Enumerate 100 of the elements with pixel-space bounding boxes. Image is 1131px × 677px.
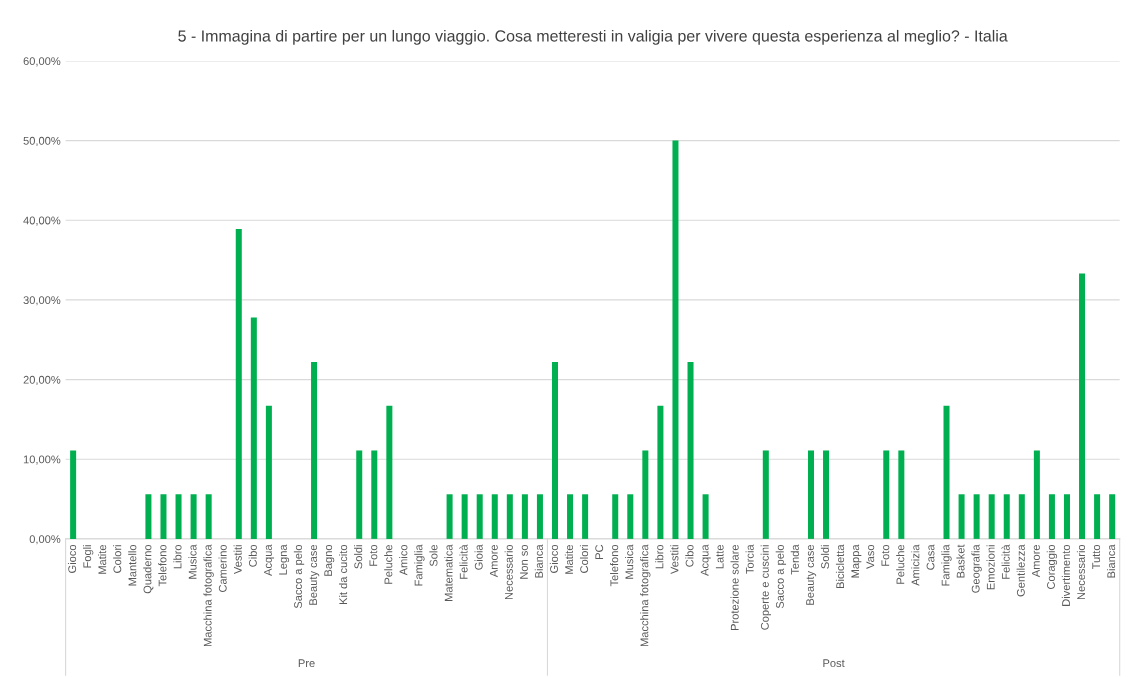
y-tick-label: 40,00%	[23, 216, 61, 226]
y-tick-label: 10,00%	[23, 455, 61, 465]
bar	[1094, 494, 1101, 539]
bar	[988, 494, 995, 539]
bar	[311, 362, 318, 539]
x-tick-label: Telefono	[158, 544, 167, 587]
x-tick-label: Telefono	[610, 544, 619, 587]
bar	[1079, 273, 1086, 539]
bar	[582, 494, 589, 539]
x-tick-label: Amicizia	[911, 544, 920, 586]
x-tick-label: Acqua	[264, 544, 275, 576]
bar	[521, 494, 528, 539]
x-tick-label: Fogli	[83, 545, 94, 568]
x-tick-label: Casa	[926, 544, 935, 570]
y-tick-label: 20,00%	[23, 375, 61, 386]
x-tick-label: Macchina fotografica	[203, 544, 214, 647]
bar	[687, 362, 694, 539]
x-tick-label: Kit da cucito	[339, 544, 348, 605]
bar	[265, 405, 272, 539]
x-tick-label: Libro	[173, 544, 182, 569]
bar	[1018, 494, 1025, 539]
bar	[883, 450, 890, 539]
x-tick-label: Gentilezza	[1016, 544, 1025, 597]
x-tick-label: Coperte e cuscini	[760, 545, 771, 630]
x-tick-label: Amico	[399, 544, 408, 576]
x-tick-label: Macchina fotografica	[640, 544, 651, 647]
bar	[657, 405, 664, 539]
x-tick-label: Libro	[655, 544, 664, 569]
bar	[958, 494, 965, 539]
x-tick-label: Cibo	[685, 544, 694, 567]
x-tick-label: Amore	[1032, 544, 1040, 578]
x-tick-label: Matite	[98, 544, 107, 574]
bar	[551, 362, 559, 539]
x-tick-label: Latte	[715, 544, 724, 569]
x-tick-label: Famiglia	[414, 544, 425, 586]
bar	[70, 450, 77, 539]
y-tick-label: 0,00%	[29, 535, 61, 545]
x-tick-label: Felicità	[459, 544, 468, 579]
x-tick-label: Necessario	[1076, 544, 1086, 600]
x-tick-label: Bianca	[1106, 544, 1116, 578]
bar	[1048, 494, 1055, 539]
bar	[627, 494, 634, 539]
x-tick-label: Vestiti	[233, 545, 242, 575]
x-tick-label: Torcia	[745, 544, 754, 574]
x-tick-label: Basket	[956, 544, 965, 578]
x-tick-label: Bicicletta	[835, 544, 845, 588]
x-tick-label: Beauty case	[806, 544, 817, 605]
x-tick-label: Camerino	[218, 544, 227, 593]
bar	[491, 494, 498, 539]
x-tick-label: Bianca	[534, 544, 543, 578]
x-tick-label: Quaderno	[143, 544, 154, 594]
bar	[702, 494, 709, 539]
bar	[898, 450, 905, 539]
bar	[567, 494, 574, 539]
x-tick-label: Peluche	[384, 544, 393, 584]
bar	[160, 494, 167, 539]
x-tick-label: Non so	[520, 544, 528, 579]
bar	[672, 140, 679, 539]
x-tick-label: Gioco	[67, 544, 77, 573]
x-tick-label: Geografia	[971, 544, 982, 593]
bar	[536, 494, 543, 539]
x-tick-label: Sacco a pelo	[775, 544, 787, 609]
bar	[476, 494, 483, 539]
x-tick-label: Mantello	[128, 544, 137, 586]
bar	[1033, 450, 1040, 539]
x-tick-label: Mappa	[851, 544, 862, 578]
bar	[1109, 494, 1116, 539]
bar	[642, 450, 649, 539]
x-tick-label: Tenda	[790, 544, 799, 575]
x-tick-label: Tutto	[1092, 544, 1101, 570]
bar	[1063, 494, 1070, 539]
x-tick-label: Soldi	[354, 545, 363, 569]
y-tick-label: 50,00%	[23, 136, 61, 147]
x-tick-label: Felicità	[1001, 544, 1010, 579]
x-tick-label: Vestiti	[670, 545, 679, 575]
x-tick-label: Emozioni	[986, 545, 995, 590]
x-tick-label: Divertimento	[1061, 544, 1070, 606]
text: Post	[823, 659, 845, 668]
bar	[250, 317, 257, 539]
x-tick-label: Necessario	[504, 544, 513, 600]
bar	[145, 494, 152, 539]
bar	[823, 450, 830, 539]
x-tick-label: Beauty case	[309, 544, 320, 605]
x-tick-label: Musica	[625, 544, 634, 579]
x-tick-label: Amore	[489, 544, 498, 578]
x-tick-label: Protezione solare	[730, 544, 739, 630]
x-tick-label: Colori	[113, 545, 122, 573]
bar	[205, 494, 212, 539]
bar	[386, 405, 393, 539]
x-tick-label: Cibo	[248, 544, 257, 567]
x-tick-label: Sacco a pelo	[293, 544, 305, 609]
x-tick-label: Famiglia	[941, 544, 952, 586]
x-tick-label: Gioco	[549, 544, 558, 573]
x-tick-label: Sole	[429, 544, 438, 567]
x-tick-label: Foto	[369, 544, 378, 566]
x-tick-label: Matite	[564, 544, 574, 574]
x-tick-label: Soldi	[820, 545, 830, 569]
bar	[1003, 494, 1010, 539]
chart-title: 5 - Immagina di partire per un lungo viaggio. Cosa metteresti in valigia per vivere questa esperienza al meglio? - Italia	[178, 29, 1008, 45]
bar	[807, 450, 814, 539]
